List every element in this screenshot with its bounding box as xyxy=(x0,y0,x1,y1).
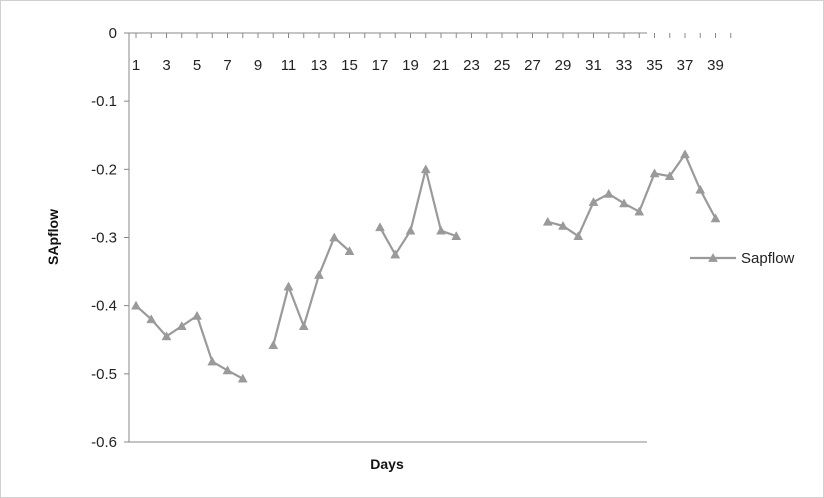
data-point xyxy=(436,225,446,235)
data-point xyxy=(390,249,401,259)
data-point xyxy=(314,269,324,279)
x-tick-label: 27 xyxy=(524,57,541,74)
data-point xyxy=(131,300,141,310)
data-point xyxy=(710,213,721,223)
x-tick-label: 39 xyxy=(707,57,724,74)
data-point xyxy=(695,184,706,194)
x-tick-label: 25 xyxy=(494,57,511,74)
data-point xyxy=(176,321,187,330)
data-point xyxy=(207,356,218,366)
data-point xyxy=(405,225,416,235)
data-point xyxy=(237,373,248,383)
series-line-segment xyxy=(547,152,717,238)
data-point xyxy=(619,198,629,208)
y-tick-label: -0.3 xyxy=(91,230,117,247)
data-point xyxy=(451,231,462,240)
data-point xyxy=(192,310,202,320)
legend-label: Sapflow xyxy=(741,250,795,267)
data-point xyxy=(573,231,584,240)
x-tick-label: 31 xyxy=(585,57,602,74)
x-tick-label: 37 xyxy=(677,57,694,74)
data-point xyxy=(375,222,385,232)
x-tick-label: 15 xyxy=(341,57,358,74)
data-point xyxy=(344,246,355,255)
x-tick-label: 19 xyxy=(402,57,419,74)
data-point xyxy=(649,168,660,178)
x-tick-label: 29 xyxy=(555,57,572,74)
data-point xyxy=(298,321,309,330)
y-tick-label: -0.6 xyxy=(91,434,117,451)
x-tick-label: 33 xyxy=(616,57,633,74)
data-point xyxy=(222,365,233,375)
data-point xyxy=(603,188,614,198)
legend-marker xyxy=(708,252,718,262)
data-point xyxy=(680,149,690,159)
data-point xyxy=(146,314,157,324)
x-tick-label: 13 xyxy=(311,57,328,74)
y-tick-label: -0.4 xyxy=(91,298,117,315)
data-point xyxy=(634,206,645,216)
x-tick-label: 23 xyxy=(463,57,480,74)
data-point xyxy=(161,331,172,341)
x-tick-label: 7 xyxy=(223,57,231,74)
x-tick-label: 21 xyxy=(433,57,450,74)
y-axis-title-group: SApflow xyxy=(45,209,61,265)
series-line-segment xyxy=(272,235,351,346)
y-tick-label: -0.1 xyxy=(91,93,117,110)
x-tick-label: 3 xyxy=(162,57,170,74)
y-tick-label: -0.2 xyxy=(91,161,117,178)
x-tick-label: 5 xyxy=(193,57,201,74)
data-point xyxy=(329,232,340,242)
data-point xyxy=(268,340,279,350)
data-point xyxy=(588,197,599,206)
x-tick-label: 11 xyxy=(281,57,297,74)
y-axis-title: SApflow xyxy=(45,209,61,265)
y-tick-label: 0 xyxy=(109,25,117,42)
data-point xyxy=(558,220,568,230)
x-tick-label: 1 xyxy=(132,57,140,74)
x-tick-label: 17 xyxy=(372,57,389,74)
x-tick-label: 9 xyxy=(254,57,262,74)
x-tick-label: 35 xyxy=(646,57,663,74)
data-point xyxy=(542,216,553,226)
data-point xyxy=(420,164,431,174)
x-axis-title: Days xyxy=(370,456,404,472)
series-line-segment xyxy=(379,169,457,257)
data-point xyxy=(664,171,675,180)
y-tick-label: -0.5 xyxy=(91,366,117,383)
data-point xyxy=(283,281,294,291)
